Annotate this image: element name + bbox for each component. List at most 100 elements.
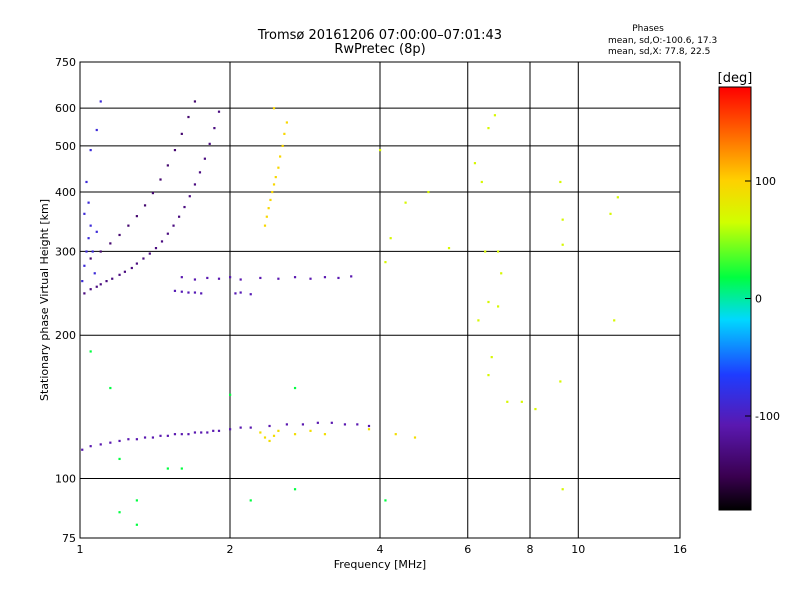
- data-point: [89, 445, 92, 448]
- data-point: [123, 270, 126, 273]
- data-point: [487, 300, 490, 304]
- y-tick-label: 200: [55, 329, 76, 342]
- data-point: [267, 207, 270, 210]
- data-point: [559, 180, 562, 184]
- data-point: [487, 127, 490, 130]
- data-point: [118, 273, 121, 276]
- data-point: [193, 278, 197, 281]
- data-point: [180, 467, 183, 470]
- data-point: [148, 252, 151, 255]
- data-point: [301, 423, 305, 426]
- data-point: [309, 277, 312, 280]
- data-point: [105, 280, 108, 283]
- data-point: [234, 292, 237, 295]
- data-point: [561, 488, 564, 491]
- data-point: [89, 350, 92, 353]
- data-point: [520, 400, 523, 403]
- data-point: [384, 261, 387, 264]
- data-point: [493, 114, 497, 117]
- data-point: [81, 448, 84, 451]
- data-point: [272, 107, 276, 110]
- data-point: [160, 240, 164, 243]
- stats-heading: Phases: [632, 24, 664, 34]
- data-point: [447, 247, 451, 250]
- data-point: [198, 171, 202, 174]
- stats-line-o: mean, sd,O:-100.6, 17.3: [608, 36, 717, 46]
- data-point: [271, 190, 274, 194]
- data-point: [268, 424, 271, 428]
- data-point: [534, 407, 537, 411]
- data-point: [95, 128, 98, 132]
- data-point: [83, 292, 86, 295]
- data-point: [166, 434, 169, 437]
- chart-title: Tromsø 20161206 07:00:00–07:01:43: [257, 28, 502, 43]
- data-point: [490, 356, 493, 359]
- data-point: [109, 242, 112, 245]
- data-point: [212, 429, 215, 432]
- data-point: [143, 436, 147, 439]
- data-point: [367, 424, 371, 428]
- data-point: [384, 499, 387, 502]
- data-point: [118, 457, 121, 461]
- data-point: [350, 275, 353, 278]
- data-point: [173, 289, 177, 292]
- data-point: [151, 436, 155, 439]
- data-point: [323, 276, 327, 279]
- data-point: [183, 205, 186, 209]
- data-point: [277, 166, 280, 169]
- data-point: [279, 155, 282, 158]
- data-point: [496, 250, 500, 253]
- data-points: [81, 100, 619, 526]
- data-point: [609, 212, 612, 215]
- data-point: [213, 127, 216, 130]
- x-tick-label: 16: [673, 543, 687, 556]
- data-point: [91, 250, 94, 253]
- data-point: [83, 264, 86, 267]
- data-point: [473, 162, 477, 165]
- data-point: [293, 386, 297, 390]
- data-point: [99, 250, 102, 253]
- data-point: [239, 426, 242, 429]
- data-point: [616, 196, 619, 199]
- data-point: [316, 421, 319, 424]
- data-point: [85, 250, 88, 253]
- colorbar-label: [deg]: [718, 71, 753, 86]
- x-tick-label: 10: [571, 543, 585, 556]
- data-point: [217, 277, 221, 280]
- data-point: [87, 237, 90, 240]
- data-point: [206, 431, 209, 434]
- y-tick-label: 600: [55, 102, 76, 115]
- colorbar-tick-label: -100: [755, 410, 780, 423]
- data-point: [99, 100, 102, 103]
- x-tick-label: 6: [464, 543, 471, 556]
- data-point: [379, 148, 382, 152]
- data-point: [293, 433, 297, 436]
- colorbar-ticks: 100 0 -100: [745, 175, 780, 423]
- data-point: [173, 148, 177, 152]
- grid-lines: [80, 62, 680, 538]
- x-tick-label: 1: [77, 543, 84, 556]
- data-point: [561, 243, 564, 246]
- data-point: [127, 438, 130, 441]
- y-axis-label: Stationary phase Virtual Height [km]: [38, 199, 51, 401]
- data-point: [83, 212, 86, 215]
- data-point: [272, 183, 276, 186]
- data-point: [193, 183, 197, 186]
- data-point: [193, 100, 197, 103]
- y-tick-label: 500: [55, 140, 76, 153]
- data-point: [99, 283, 102, 286]
- data-point: [180, 290, 183, 293]
- y-tick-label: 400: [55, 186, 76, 199]
- data-point: [173, 433, 177, 436]
- data-point: [259, 276, 262, 280]
- data-point: [187, 115, 190, 119]
- x-axis-ticks: 1 2 4 6 8 10 16: [77, 543, 688, 556]
- data-point: [269, 198, 272, 202]
- data-point: [480, 180, 483, 184]
- data-point: [613, 319, 616, 322]
- data-point: [89, 257, 92, 260]
- data-point: [177, 215, 181, 218]
- data-point: [127, 224, 130, 227]
- data-point: [283, 132, 286, 135]
- data-point: [166, 164, 169, 167]
